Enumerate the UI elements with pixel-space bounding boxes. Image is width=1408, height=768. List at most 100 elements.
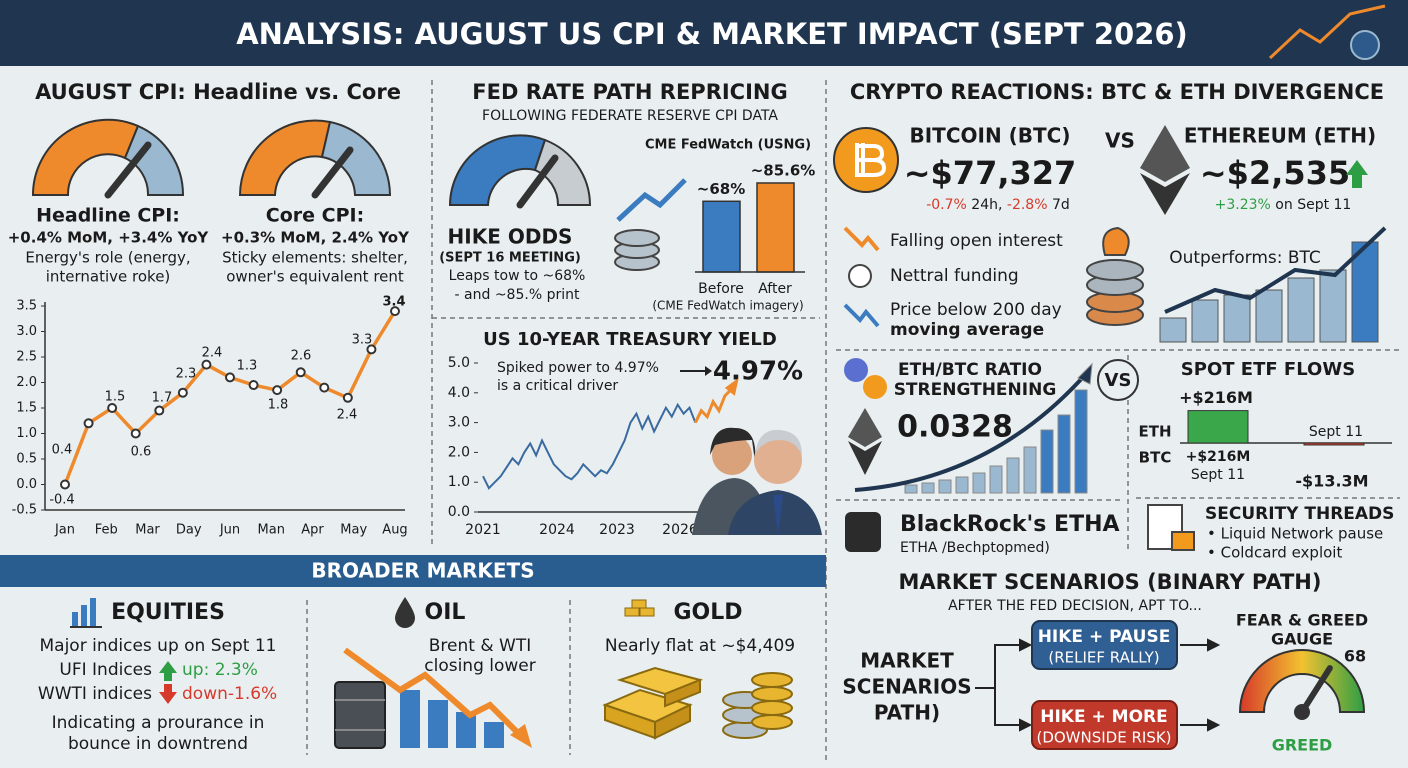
y-tick-label: -0.5 [12, 503, 37, 518]
x-tick-label: Aug [382, 523, 407, 538]
ratio-title: STRENGTHENING [894, 380, 1057, 400]
y-tick-label: 1.0 [448, 474, 470, 490]
security-item: • Liquid Network pause [1207, 525, 1383, 543]
ratio-illustration-part [955, 476, 969, 494]
cpi-point [272, 385, 283, 396]
btc-change-24h: -0.7% [926, 197, 967, 213]
security-icon-part [1171, 531, 1195, 551]
fedwatch-note: (CME FedWatch imagery) [652, 299, 803, 313]
ratio-icons [844, 358, 887, 475]
x-tick-label: Feb [95, 523, 118, 538]
arrow-part [705, 366, 712, 376]
eth-change: +3.23% on Sept 11 [1215, 197, 1352, 213]
row-name: ETH [1138, 423, 1171, 441]
oil-illustration-part [343, 647, 523, 738]
ratio-icons-part [848, 408, 882, 447]
signal-icons-part [843, 226, 880, 252]
flow-date: Sept 11 [1309, 424, 1363, 440]
gauge-value: 68 [1344, 647, 1366, 666]
hike-gauge-part [448, 134, 547, 206]
fedwatch-source: CME FedWatch (USNG) [645, 138, 811, 153]
row-name: BTC [1139, 449, 1172, 467]
point-label: 2.4 [202, 346, 223, 361]
gold-illustration-part [751, 672, 793, 688]
gold-title: GOLD [673, 600, 742, 625]
section-title: AUGUST CPI: Headline vs. Core [35, 80, 401, 104]
odds-meeting: (SEPT 16 MEETING) [439, 251, 581, 266]
gold-icon [624, 599, 655, 617]
ratio-illustration-part [1074, 389, 1088, 494]
coin-stack-part [1086, 259, 1144, 281]
point-label: 3.3 [352, 333, 373, 348]
cpi-point [366, 344, 377, 355]
eth-change-when: on Sept 11 [1271, 197, 1351, 213]
btc-change-7d: -2.8% [1007, 197, 1048, 213]
ratio-icons-part [863, 375, 887, 399]
cpi-point [248, 380, 259, 391]
oil-illustration [334, 647, 532, 749]
signal: Price below 200 day [890, 300, 1062, 320]
yield-line [694, 388, 732, 424]
cpi-point [319, 382, 330, 393]
equities-line: Major indices up on Sept 11 [40, 636, 277, 656]
cpi-point [390, 306, 400, 317]
gold-illustration-part [751, 700, 793, 716]
outperforms-label: Outperforms: BTC [1169, 248, 1321, 268]
y-tick-label: 0.0 [448, 504, 470, 520]
signal-icons-part [848, 264, 872, 288]
scenarios-root: SCENARIOS [842, 675, 971, 699]
up-arrow [159, 661, 177, 681]
category-label: After [758, 281, 792, 297]
x-tick-label: Apr [301, 523, 324, 538]
outperform-illustration-part [1287, 277, 1315, 343]
y-tick-label: 2.5 [16, 350, 37, 365]
y-tick-label: 2.0 [16, 375, 37, 390]
page-title: ANALYSIS: AUGUST US CPI & MARKET IMPACT … [236, 17, 1188, 51]
people-illustration-part [728, 490, 822, 535]
x-tick-label: May [340, 523, 367, 538]
point-label: 1.8 [268, 398, 289, 413]
headline-gauge-part [31, 118, 140, 196]
point-label: -0.4 [49, 493, 74, 508]
headline-note: internative roke) [46, 268, 171, 286]
y-tick-label: 3.0 [16, 324, 37, 339]
headline-gauge-part [123, 124, 185, 196]
vs-badge-part [1097, 359, 1139, 401]
y-tick-label: 0.0 [16, 477, 37, 492]
equities-icon-part [90, 598, 96, 626]
oil-illustration-part [428, 700, 448, 748]
oil-icon [395, 597, 415, 628]
oil-note: closing lower [424, 656, 536, 676]
section-subtitle: FOLLOWING FEDERATE RESERVE CPI DATA [482, 108, 778, 124]
cpi-point [201, 359, 212, 370]
gold-icon-part [639, 607, 655, 617]
cpi-point [225, 372, 235, 383]
core-note: owner's equivalent rent [226, 268, 404, 286]
gauge-title: GAUGE [1271, 630, 1333, 649]
scenario-connectors-part [975, 644, 1025, 726]
ratio-illustration-part [1040, 429, 1054, 494]
gold-icon-part [631, 599, 647, 609]
ratio-illustration-part [1006, 457, 1020, 494]
yield-annotation: Spiked power to 4.97% [497, 360, 659, 376]
btc-change: -0.7% 24h, -2.8% 7d [926, 197, 1070, 213]
scenarios-subtitle: AFTER THE FED DECISION, APT TO... [948, 598, 1202, 614]
header-band [0, 0, 1408, 66]
coin-stack-part [1102, 226, 1130, 256]
equities-icon-part [72, 612, 78, 626]
ratio-title: ETH/BTC RATIO [898, 360, 1042, 380]
vs-label: VS [1105, 370, 1132, 391]
point-label: 2.3 [176, 367, 197, 382]
outperform-illustration-part [1255, 289, 1283, 343]
hike-gauge [448, 134, 592, 209]
btc-icon [833, 127, 899, 193]
x-tick-label: Jan [54, 523, 75, 538]
eth-icon-part [1140, 125, 1190, 182]
x-tick-label: Man [258, 523, 285, 538]
gauge-title: FEAR & GREED [1236, 611, 1368, 630]
btc-price: ~$77,327 [904, 154, 1077, 192]
scenarios-title: MARKET SCENARIOS (BINARY PATH) [899, 570, 1322, 594]
eth-price: ~$2,535 [1200, 154, 1350, 192]
dividers [306, 80, 1400, 760]
